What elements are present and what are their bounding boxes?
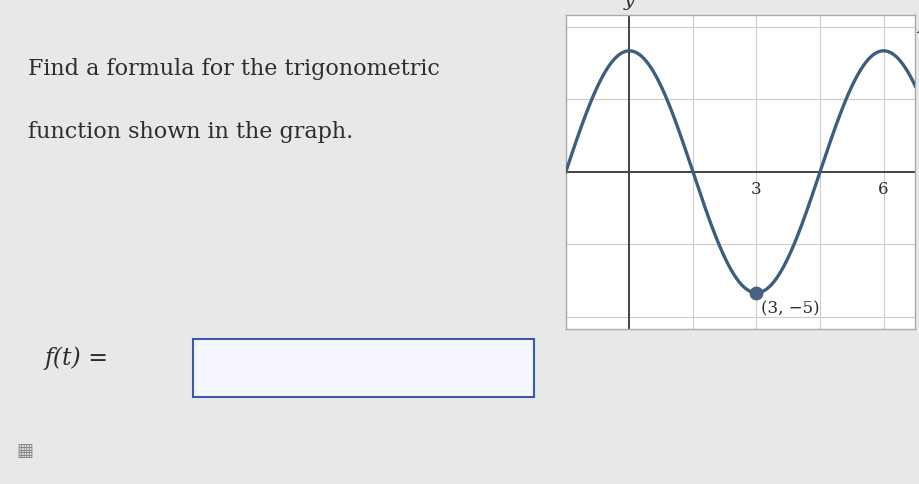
- Text: ▦: ▦: [17, 442, 33, 460]
- Text: 6: 6: [878, 182, 888, 198]
- Text: 3: 3: [750, 182, 761, 198]
- Point: [748, 289, 763, 297]
- Text: Find a formula for the trigonometric: Find a formula for the trigonometric: [28, 58, 439, 80]
- Text: function shown in the graph.: function shown in the graph.: [28, 121, 353, 143]
- Text: f(t): f(t): [916, 15, 919, 33]
- Text: f(t) =: f(t) =: [44, 347, 108, 370]
- Text: y: y: [623, 0, 634, 10]
- Text: t: t: [916, 163, 919, 181]
- Text: (3, −5): (3, −5): [760, 300, 819, 317]
